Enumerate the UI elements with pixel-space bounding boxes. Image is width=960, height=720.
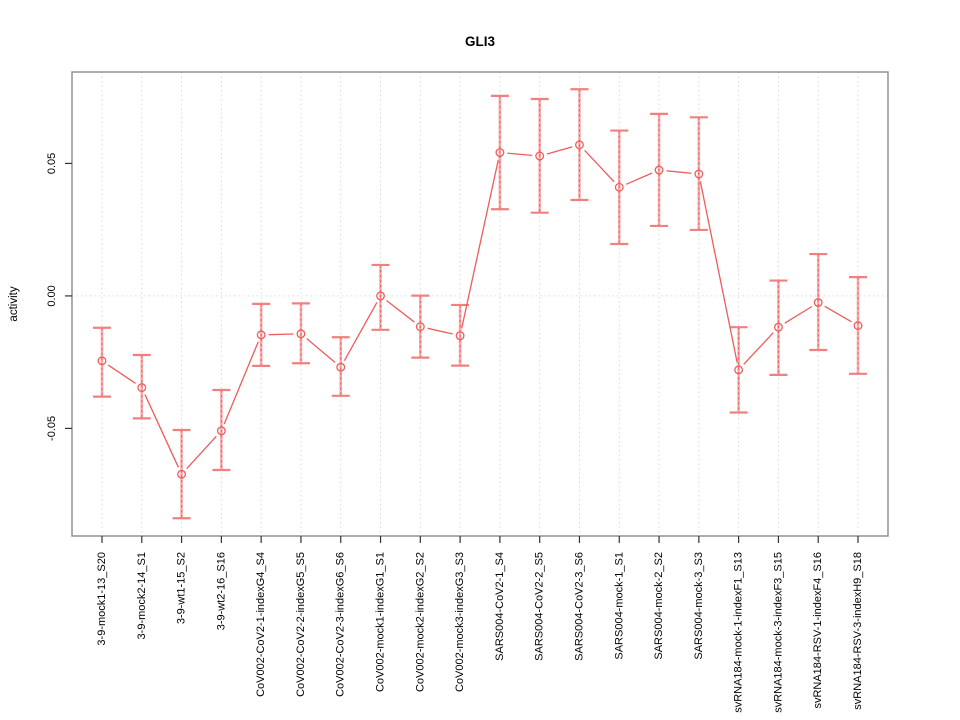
data-point bbox=[376, 291, 385, 301]
x-tick-label: CoV002-mock2-indexG2_S2 bbox=[414, 552, 426, 692]
x-tick-label: SARS004-CoV2-3_S6 bbox=[573, 552, 585, 661]
x-tick-label: 3-9-wt1-15_S2 bbox=[176, 552, 188, 624]
grid-layer bbox=[72, 72, 888, 536]
data-point bbox=[415, 322, 425, 332]
series-line-segment bbox=[343, 302, 378, 361]
series-line-segment bbox=[186, 435, 217, 470]
x-tick-label: CoV002-CoV2-2-indexG5_S5 bbox=[295, 552, 307, 697]
series-line-segment bbox=[784, 305, 813, 324]
data-point bbox=[296, 329, 306, 339]
y-tick-label: 0.05 bbox=[46, 153, 58, 174]
error-bar bbox=[212, 388, 231, 472]
error-bar bbox=[451, 303, 470, 367]
error-bar bbox=[291, 302, 310, 365]
series-line-segment bbox=[427, 327, 453, 335]
data-point bbox=[97, 356, 107, 366]
error-bar bbox=[93, 326, 111, 398]
x-tick-label: CoV002-mock3-indexG3_S3 bbox=[454, 552, 466, 692]
series-line-segment bbox=[306, 338, 336, 363]
x-tick-label: svRNA184-mock-1-indexF1_S13 bbox=[733, 552, 745, 713]
series-line-segment bbox=[461, 159, 499, 329]
data-point bbox=[773, 322, 783, 332]
x-tick-label: CoV002-mock1-indexG1_S1 bbox=[375, 552, 387, 692]
series-line-segment bbox=[584, 149, 615, 183]
data-point bbox=[336, 362, 346, 372]
error-bar bbox=[689, 116, 708, 232]
y-axis-label: activity bbox=[8, 286, 20, 321]
x-tick-label: svRNA184-RSV-3-indexH9_S18 bbox=[852, 552, 864, 710]
error-bar bbox=[729, 326, 748, 414]
series-line-segment bbox=[107, 364, 136, 384]
plot-border bbox=[71, 71, 889, 537]
error-bar bbox=[172, 428, 191, 520]
series-line-segment bbox=[223, 341, 259, 425]
data-point bbox=[177, 469, 187, 479]
series-line-segment bbox=[743, 332, 774, 365]
x-tick-label: 3-9-wt2-16_S16 bbox=[215, 552, 227, 630]
data-point bbox=[614, 182, 624, 192]
error-bar bbox=[809, 252, 828, 352]
x-tick-label: CoV002-CoV2-1-indexG4_S4 bbox=[255, 552, 267, 697]
series-line-segment bbox=[824, 305, 852, 323]
error-bar bbox=[849, 276, 867, 375]
data-point bbox=[694, 169, 704, 179]
data-point bbox=[256, 330, 266, 340]
error-bar bbox=[610, 129, 629, 246]
data-point bbox=[734, 365, 744, 375]
error-bar bbox=[490, 94, 509, 211]
series-line-segment bbox=[625, 172, 653, 185]
error-bar bbox=[371, 263, 390, 331]
y-tick-label: 0.00 bbox=[46, 285, 58, 306]
series-line-segment bbox=[546, 146, 573, 155]
data-point bbox=[495, 148, 505, 158]
data-point bbox=[813, 298, 823, 307]
x-tick-label: 3-9-mock1-13_S20 bbox=[96, 552, 108, 646]
x-tick-label: svRNA184-mock-3-indexF3_S15 bbox=[772, 552, 784, 713]
data-point bbox=[535, 151, 545, 161]
x-tick-label: SARS004-CoV2-1_S4 bbox=[494, 552, 506, 661]
data-point bbox=[455, 331, 465, 341]
axis-layer: -0.05 0.00 0.05 3-9-mock1-13_S20 3-9-mock2-1… bbox=[46, 71, 889, 713]
data-point bbox=[137, 383, 147, 393]
error-bar bbox=[530, 97, 549, 214]
x-tick-label: svRNA184-RSV-1-indexF4_S16 bbox=[812, 552, 824, 709]
series-line-segment bbox=[507, 152, 533, 157]
error-bar bbox=[132, 353, 151, 420]
data-point bbox=[853, 321, 863, 331]
error-bar bbox=[252, 302, 271, 367]
data-point bbox=[216, 426, 226, 436]
y-tick-label: -0.05 bbox=[46, 416, 58, 441]
error-bar bbox=[331, 336, 350, 397]
error-bar bbox=[650, 112, 669, 228]
x-tick-label: SARS004-mock-2_S2 bbox=[653, 552, 665, 660]
series-line-segment bbox=[699, 181, 738, 363]
x-tick-label: SARS004-CoV2-2_S5 bbox=[534, 552, 546, 661]
data-series-layer bbox=[93, 88, 867, 520]
x-tick-label: 3-9-mock2-14_S1 bbox=[136, 552, 148, 639]
x-tick-label: CoV002-CoV2-3-indexG6_S6 bbox=[335, 552, 347, 697]
series-line-segment bbox=[666, 170, 692, 174]
series-line-segment bbox=[386, 299, 415, 323]
data-point bbox=[654, 165, 664, 175]
error-bar bbox=[769, 279, 788, 376]
data-point bbox=[575, 140, 584, 150]
series-line-segment bbox=[268, 333, 294, 336]
series-line-segment bbox=[144, 394, 180, 468]
error-bar bbox=[570, 88, 589, 202]
chart-title: GLI3 bbox=[465, 34, 495, 49]
x-tick-label: SARS004-mock-3_S3 bbox=[693, 552, 705, 660]
error-bar bbox=[411, 294, 430, 359]
x-tick-label: SARS004-mock-1_S1 bbox=[613, 552, 625, 660]
